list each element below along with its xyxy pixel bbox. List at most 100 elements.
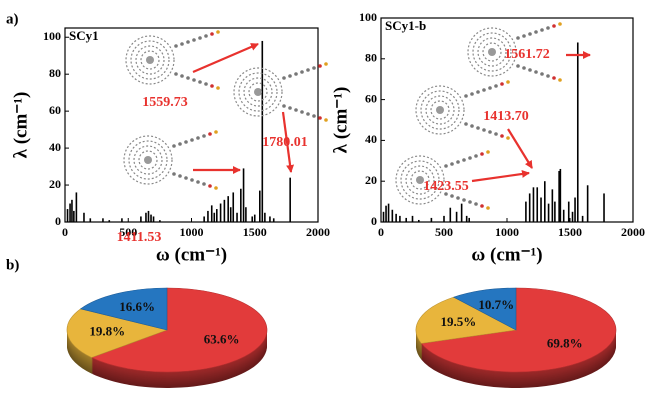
spectral-line — [236, 213, 238, 222]
pie-value-label: 69.8% — [547, 336, 583, 351]
molecule-atom — [546, 26, 550, 30]
molecule-atom — [186, 40, 190, 44]
molecule-atom — [456, 196, 460, 200]
spectral-line — [140, 216, 142, 222]
spectral-line — [148, 211, 150, 222]
y-tick-label: 80 — [365, 51, 377, 65]
molecule-atom — [324, 118, 328, 122]
molecule-atom — [184, 176, 188, 180]
molecule-atom — [306, 112, 310, 116]
pie-value-label: 16.6% — [119, 299, 155, 314]
spectral-line — [418, 220, 420, 222]
spectral-line — [121, 218, 123, 222]
molecule-atom — [540, 28, 544, 32]
molecule-atom — [450, 194, 454, 198]
molecule-atom — [210, 84, 214, 88]
molecule-atom — [522, 34, 526, 38]
molecule-atom — [464, 94, 468, 98]
molecule-atom — [178, 142, 182, 146]
annotation: 1413.70 — [483, 109, 529, 124]
molecule-atom — [214, 130, 218, 134]
spectral-line — [388, 204, 390, 222]
molecule-atom — [552, 24, 556, 28]
spectral-line — [544, 181, 546, 222]
molecule-atom — [180, 74, 184, 78]
spectral-line — [461, 204, 463, 222]
spectral-line — [227, 196, 229, 222]
figure: a) b) 0500100015002000020406080100SCy1ω … — [0, 0, 645, 403]
molecule-atom — [204, 82, 208, 86]
chart-title: SCy1 — [69, 28, 99, 43]
molecule-atom — [204, 34, 208, 38]
molecule-atom — [318, 116, 322, 120]
molecule-atom — [474, 202, 478, 206]
molecule-atom — [174, 44, 178, 48]
spectral-line — [67, 209, 69, 222]
x-tick-label: 1000 — [180, 225, 204, 239]
molecule-atom — [214, 186, 218, 190]
chart-title: SCy1-b — [385, 18, 426, 33]
molecule-atom — [486, 150, 490, 154]
annotation: 1411.53 — [117, 230, 162, 245]
spectral-line — [259, 191, 261, 222]
molecule-atom — [500, 134, 504, 138]
molecule-atom — [306, 68, 310, 72]
spectral-line — [405, 218, 407, 222]
molecule-atom — [190, 138, 194, 142]
molecule-atom — [172, 144, 176, 148]
spectral-line — [76, 192, 78, 222]
spectral-line — [552, 189, 554, 222]
molecule-atom — [476, 90, 480, 94]
molecule-atom — [534, 70, 538, 74]
spectral-line — [412, 216, 414, 222]
molecule-atom — [324, 62, 328, 66]
x-tick-label: 1500 — [243, 225, 267, 239]
molecule-atom — [180, 42, 184, 46]
molecule-atom — [282, 76, 286, 80]
spectral-line — [264, 213, 266, 222]
x-tick-label: 2000 — [306, 225, 330, 239]
molecule-atom — [174, 72, 178, 76]
molecule-atom — [208, 132, 212, 136]
molecule-atom — [198, 36, 202, 40]
spectral-line — [211, 205, 213, 222]
spectral-line — [153, 216, 155, 222]
x-tick-label: 1500 — [558, 225, 582, 239]
molecule-atom — [216, 86, 220, 90]
molecule-atom — [456, 160, 460, 164]
spectral-line — [232, 192, 234, 222]
molecule-atom — [558, 78, 562, 82]
y-tick-label: 80 — [49, 66, 61, 80]
molecule-atom — [494, 132, 498, 136]
molecule-atom — [506, 80, 510, 84]
molecule-atom — [192, 78, 196, 82]
spectral-line — [289, 178, 291, 222]
molecule-illustration — [126, 30, 220, 90]
molecule-atom — [546, 74, 550, 78]
y-tick-label: 20 — [365, 173, 377, 187]
spectral-line — [145, 213, 147, 222]
pie-value-label: 19.8% — [89, 323, 125, 338]
molecule-atom — [288, 74, 292, 78]
y-tick-label: 60 — [49, 103, 61, 117]
spectral-line — [230, 207, 232, 222]
molecule-atom — [506, 136, 510, 140]
spectral-line — [102, 218, 104, 222]
molecule-atom — [186, 76, 190, 80]
spectral-line — [245, 207, 247, 222]
y-tick-label: 0 — [55, 214, 61, 228]
spectral-line — [399, 216, 401, 222]
spectral-line — [251, 216, 253, 222]
molecule-atom — [210, 32, 214, 36]
molecule-atom — [468, 200, 472, 204]
annotation: 1780.01 — [262, 135, 308, 150]
molecule-atom — [494, 84, 498, 88]
y-tick-label: 100 — [43, 29, 61, 43]
molecule-atom — [294, 108, 298, 112]
spectral-line — [574, 198, 576, 222]
molecule-atom — [522, 66, 526, 70]
y-axis-label: λ (cm⁻¹) — [10, 92, 31, 159]
molecule-atom — [474, 154, 478, 158]
spectral-line — [431, 218, 433, 222]
molecule-atom — [208, 184, 212, 188]
